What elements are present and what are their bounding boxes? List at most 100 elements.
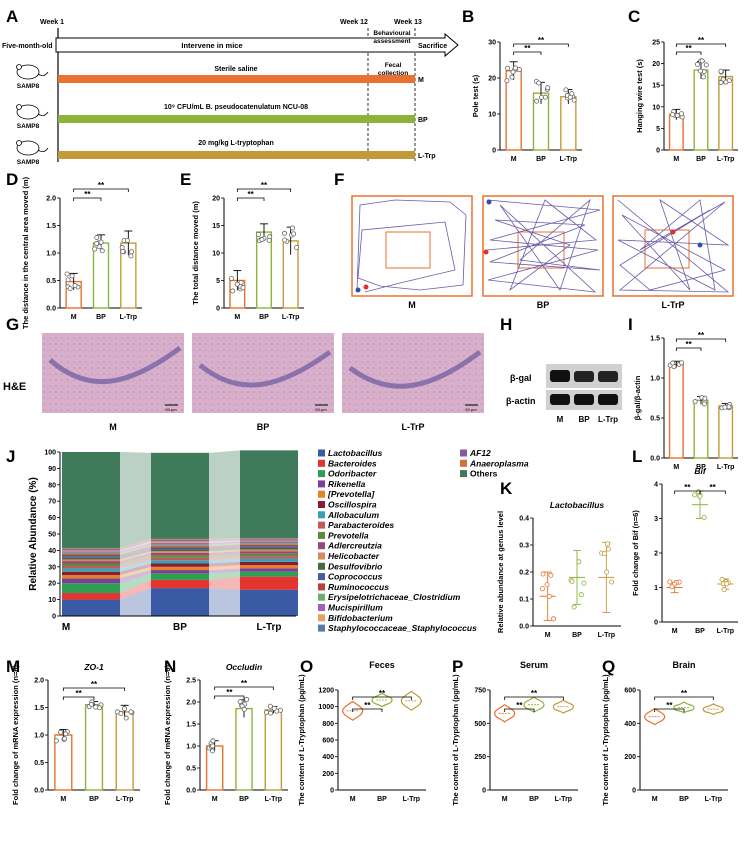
y-tick-label: 2.5 (186, 678, 196, 685)
data-point (268, 710, 274, 716)
significance-bracket (675, 51, 702, 55)
data-point (545, 85, 551, 91)
significance-label: ** (681, 689, 688, 698)
data-point (724, 581, 730, 587)
panel-letter-f: F (334, 170, 344, 189)
legend-swatch (460, 459, 467, 467)
lane-label-m: M (557, 415, 564, 424)
data-point (670, 360, 676, 366)
data-point (670, 112, 676, 118)
stack-segment-oscillospira (240, 561, 298, 566)
stack-segment-bacteroides (240, 576, 298, 590)
start-dot-bp (486, 199, 492, 205)
data-point (94, 234, 100, 240)
significance-bracket (504, 696, 564, 700)
stack-segment-odoribacter (240, 571, 298, 577)
panel-letter-c: C (628, 7, 640, 26)
data-point (291, 231, 297, 237)
y-tick-label: 0.0 (650, 456, 660, 463)
significance-bracket (214, 686, 274, 690)
stack-flow (209, 538, 240, 540)
stack-segment-erysipelotrichaceae-clostridium (240, 543, 298, 545)
bar-l-trp (264, 709, 283, 791)
stack-flow (209, 450, 240, 539)
legend-swatch (318, 573, 325, 581)
stack-flow (120, 570, 151, 584)
y-tick-label: 0.5 (650, 416, 660, 423)
data-point (96, 244, 102, 250)
stack-segment-rikenella (240, 568, 298, 572)
y-tick-label: 25 (652, 40, 660, 47)
x-tick-label: M (234, 314, 240, 321)
y-tick-label: 0 (656, 148, 660, 155)
significance-bracket (675, 338, 727, 342)
legend-swatch (318, 614, 325, 622)
stack-flow (209, 556, 240, 561)
chart-o: 0 200 400 600 800 1000 1200 M BP L-Trp Feces The co… (297, 660, 426, 806)
stack-segment--prevotella- (151, 566, 209, 571)
mouse-icon: SAMP8 (16, 64, 49, 90)
data-point (512, 65, 518, 71)
y-tick-label: 60 (48, 515, 56, 522)
data-point (69, 273, 75, 279)
panel-letter-l: L (632, 447, 642, 466)
y-tick-label: 40 (48, 548, 56, 555)
stack-flow (120, 543, 151, 553)
chart-title: Bif (694, 466, 707, 476)
data-point (209, 748, 215, 754)
data-point (571, 604, 577, 610)
panel-letter-m: M (6, 657, 20, 676)
y-tick-label: 1 (654, 585, 658, 592)
legend-swatch (318, 449, 325, 457)
stack-flow (209, 544, 240, 548)
y-tick-label: 100 (44, 450, 56, 457)
data-point (118, 711, 124, 717)
legend-label: Parabacteroides (328, 520, 394, 530)
band-actin-bp (574, 394, 594, 405)
data-point (702, 395, 708, 401)
data-point (609, 579, 615, 585)
data-point (534, 98, 540, 104)
chart-b: 0 10 20 30 M BP L-Trp Pole test (s) ** ** (471, 36, 582, 163)
x-tick-label: BP (259, 314, 269, 321)
bp-bar (58, 115, 415, 123)
y-axis-label: The content of L-Tryptophan (pg/mL) (297, 674, 306, 806)
legend-label: [Prevotella] (327, 489, 375, 499)
data-point (267, 703, 273, 709)
data-point (58, 729, 64, 735)
arena-m (351, 195, 473, 297)
significance-bracket (236, 197, 265, 201)
y-tick-label: 0.5 (34, 760, 44, 767)
stack-flow (209, 546, 240, 550)
stack-segment-adlercreutzia (62, 561, 120, 564)
week12-label: Week 12 (340, 19, 368, 26)
legend: LactobacillusBacteroidesOdoribacterRiken… (318, 448, 529, 633)
scale-label: 50 μm (315, 407, 327, 412)
significance-bracket (504, 708, 535, 712)
data-point (721, 587, 727, 593)
legend-label: Coprococcus (328, 572, 383, 582)
legend-swatch (318, 562, 325, 570)
legend-label: Bacteroides (328, 458, 377, 468)
stack-segment-af12 (151, 539, 209, 541)
mouse-label: SAMP8 (17, 83, 40, 90)
band-label-gal: β-gal (510, 373, 532, 383)
stack-segment-helicobacter (151, 551, 209, 553)
data-point (67, 286, 73, 292)
mouse-tail (37, 71, 49, 76)
panel-a-scheme: A Week 1 Week 12 Week 13 Five-month-old … (2, 7, 459, 166)
data-point (94, 241, 100, 247)
stack-flow (209, 565, 240, 571)
data-point (240, 285, 246, 291)
stack-segment-mucispirillum (240, 541, 298, 544)
y-tick-label: 20 (212, 196, 220, 203)
data-point (726, 404, 732, 410)
data-point (548, 572, 554, 578)
end-dot-bp (483, 249, 489, 255)
side-label: Five-month-old (2, 43, 53, 50)
significance-bracket (62, 696, 95, 700)
x-tick-label: L-Trp (282, 314, 300, 321)
stack-flow (120, 588, 151, 616)
stack-segment--prevotella- (240, 565, 298, 569)
y-tick-label: 400 (322, 754, 334, 761)
